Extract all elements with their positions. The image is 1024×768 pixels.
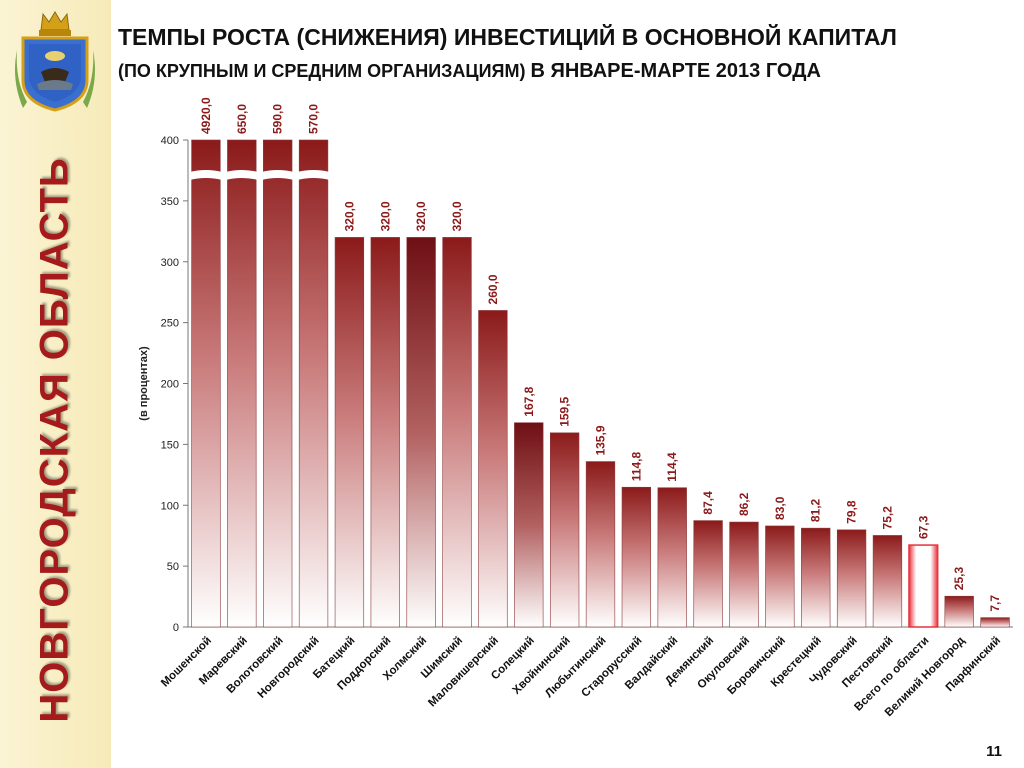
bar bbox=[836, 529, 867, 628]
value-label: 135,9 bbox=[594, 425, 608, 455]
value-label: 650,0 bbox=[235, 104, 249, 134]
y-tick-label: 100 bbox=[161, 500, 179, 512]
bar bbox=[406, 237, 436, 628]
value-label: 320,0 bbox=[414, 201, 428, 231]
value-label: 320,0 bbox=[342, 201, 356, 231]
axis-break bbox=[189, 170, 223, 180]
bar bbox=[765, 525, 795, 628]
value-label: 159,5 bbox=[558, 396, 572, 426]
bar bbox=[729, 521, 759, 628]
value-label: 25,3 bbox=[952, 567, 966, 591]
bar bbox=[693, 520, 723, 628]
value-label: 7,7 bbox=[988, 595, 1002, 612]
sidebar: НОВГОРОДСКАЯ ОБЛАСТЬ bbox=[0, 0, 111, 768]
value-label: 570,0 bbox=[307, 104, 321, 134]
value-label: 67,3 bbox=[916, 515, 930, 539]
bar bbox=[657, 487, 687, 628]
bar bbox=[191, 139, 221, 628]
bar bbox=[478, 310, 508, 628]
value-label: 4920,0 bbox=[199, 97, 213, 134]
page-subtitle: (ПО КРУПНЫМ И СРЕДНИМ ОРГАНИЗАЦИЯМ) В ЯН… bbox=[118, 60, 821, 83]
bar bbox=[227, 139, 257, 628]
value-label: 81,2 bbox=[809, 498, 823, 522]
value-label: 83,0 bbox=[773, 496, 787, 520]
y-tick-label: 0 bbox=[173, 622, 179, 634]
value-label: 114,4 bbox=[665, 452, 679, 482]
bar bbox=[370, 237, 400, 628]
coat-of-arms-icon bbox=[15, 11, 95, 112]
bar bbox=[980, 617, 1010, 628]
bar bbox=[621, 486, 652, 628]
y-tick-label: 250 bbox=[161, 318, 179, 330]
bar bbox=[298, 139, 329, 628]
x-tick-label: Любытинский bbox=[543, 635, 608, 700]
value-label: 86,2 bbox=[737, 492, 751, 516]
value-label: 167,8 bbox=[522, 386, 536, 416]
value-label: 320,0 bbox=[378, 201, 392, 231]
y-tick-label: 50 bbox=[167, 561, 179, 573]
bar bbox=[263, 139, 293, 628]
value-label: 87,4 bbox=[701, 491, 715, 515]
subtitle-part1: (ПО КРУПНЫМ И СРЕДНИМ ОРГАНИЗАЦИЯМ) bbox=[118, 61, 526, 81]
bar bbox=[549, 432, 580, 628]
bar bbox=[872, 535, 903, 628]
value-label: 114,8 bbox=[629, 452, 643, 482]
value-label: 320,0 bbox=[450, 201, 464, 231]
page-title: ТЕМПЫ РОСТА (СНИЖЕНИЯ) ИНВЕСТИЦИЙ В ОСНО… bbox=[118, 24, 897, 50]
bar bbox=[442, 237, 472, 628]
y-tick-label: 350 bbox=[161, 196, 179, 208]
bar bbox=[944, 595, 974, 628]
axis-break bbox=[261, 170, 295, 180]
axis-break bbox=[225, 170, 259, 180]
y-tick-label: 150 bbox=[161, 439, 179, 451]
y-axis-label: (в процентах) bbox=[138, 346, 150, 421]
page-number: 11 bbox=[986, 743, 1002, 760]
bar bbox=[908, 544, 939, 628]
subtitle-part2: В ЯНВАРЕ-МАРТЕ 2013 ГОДА bbox=[530, 60, 821, 82]
y-tick-label: 400 bbox=[161, 135, 179, 147]
value-label: 79,8 bbox=[845, 500, 859, 524]
x-tick-label: Новгородский bbox=[256, 635, 322, 701]
y-tick-label: 300 bbox=[161, 257, 179, 269]
bar bbox=[514, 422, 544, 628]
value-label: 260,0 bbox=[486, 274, 500, 304]
bar bbox=[801, 527, 831, 628]
value-label: 75,2 bbox=[880, 506, 894, 530]
axis-break bbox=[297, 170, 330, 180]
value-label: 590,0 bbox=[271, 104, 285, 134]
bar bbox=[585, 461, 616, 628]
bar bbox=[334, 237, 365, 628]
y-tick-label: 200 bbox=[161, 379, 179, 391]
